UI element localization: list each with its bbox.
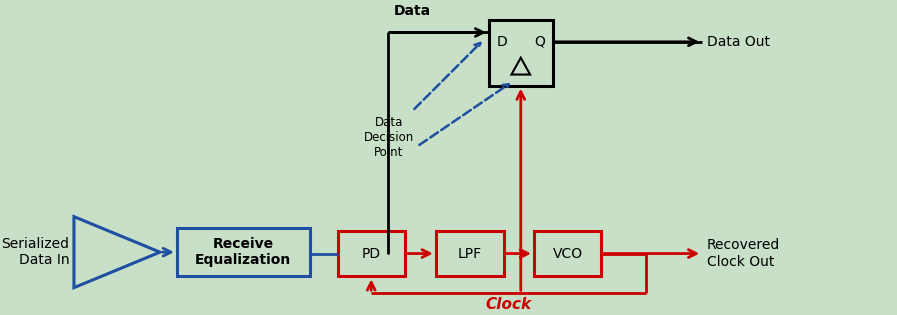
Text: VCO: VCO — [553, 247, 582, 261]
Text: Serialized
Data In: Serialized Data In — [1, 237, 69, 267]
Text: Data
Decision
Point: Data Decision Point — [364, 116, 414, 159]
Text: Q: Q — [535, 35, 545, 49]
Text: LPF: LPF — [457, 247, 482, 261]
Text: Data: Data — [394, 4, 431, 19]
Text: Receive
Equalization: Receive Equalization — [195, 237, 292, 267]
Text: PD: PD — [361, 247, 380, 261]
Text: Clock: Clock — [485, 297, 532, 312]
Text: D: D — [496, 35, 507, 49]
Text: Recovered
Clock Out: Recovered Clock Out — [707, 238, 780, 269]
Text: Data Out: Data Out — [707, 35, 770, 49]
